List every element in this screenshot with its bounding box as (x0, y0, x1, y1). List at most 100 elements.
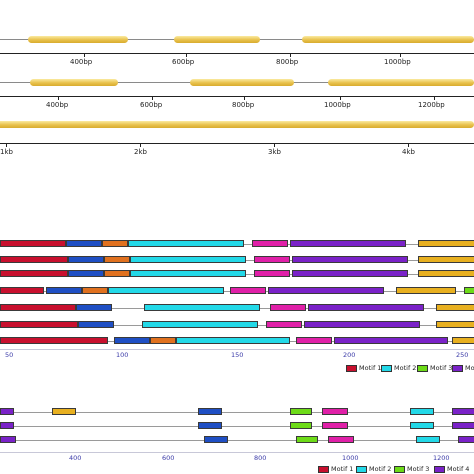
scale-tick (400, 53, 401, 57)
scale-tick (186, 53, 187, 57)
motif-box (82, 287, 108, 294)
motif-box (176, 337, 290, 344)
tick-label: 1000bp (384, 58, 411, 66)
tick-label: 1200 (433, 454, 450, 462)
scale-tick (290, 53, 291, 57)
motif-box (78, 321, 114, 328)
motif-box (130, 256, 246, 263)
scale-tick (244, 96, 245, 100)
tick-label: 800bp (232, 101, 255, 109)
motif-box (46, 287, 82, 294)
tick-label: 600bp (172, 58, 195, 66)
scale-tick (434, 96, 435, 100)
motif-box (76, 304, 112, 311)
motif-box (268, 287, 384, 294)
legend-label: Motif 4 (447, 465, 470, 473)
motif-box (458, 436, 474, 443)
motif-box (296, 436, 318, 443)
motif-box (0, 436, 16, 443)
motif-box (308, 304, 424, 311)
motif-box (322, 422, 348, 429)
motif-box (0, 270, 68, 277)
tick-label: 1200bp (418, 101, 445, 109)
scale-line (0, 143, 474, 144)
motif-box (416, 436, 440, 443)
tick-label: 1000 (342, 454, 359, 462)
legend-swatch-motif-1 (318, 466, 329, 473)
motif-box (128, 240, 244, 247)
exon-bar (30, 79, 118, 86)
motif-box (418, 240, 474, 247)
tick-label: 100 (116, 351, 129, 359)
motif-box (52, 408, 76, 415)
motif-box (452, 337, 474, 344)
motif-box (296, 337, 332, 344)
motif-box (66, 240, 102, 247)
motif-box (290, 408, 312, 415)
motif-axis (0, 349, 474, 350)
motif-box (0, 256, 68, 263)
motif-box (68, 270, 104, 277)
scale-tick (6, 143, 7, 147)
motif-box (254, 256, 290, 263)
tick-label: 150 (231, 351, 244, 359)
motif-axis (0, 452, 474, 453)
motif-box (130, 270, 246, 277)
tick-label: 400bp (46, 101, 69, 109)
scale-tick (140, 143, 141, 147)
exon-bar (0, 121, 474, 128)
motif-row-line (0, 412, 474, 413)
tick-label: 1000bp (324, 101, 351, 109)
motif-box (304, 321, 420, 328)
exon-bar (302, 36, 474, 43)
motif-box (142, 321, 258, 328)
motif-row-line (0, 440, 474, 441)
tick-label: 4kb (402, 148, 415, 156)
motif-box (102, 240, 128, 247)
legend-swatch-motif-2 (381, 365, 392, 372)
motif-box (396, 287, 456, 294)
scale-tick (274, 143, 275, 147)
motif-box (254, 270, 290, 277)
tick-label: 400bp (70, 58, 93, 66)
motif-box (198, 408, 222, 415)
tick-label: 3kb (268, 148, 281, 156)
motif-box (108, 287, 224, 294)
motif-box (252, 240, 288, 247)
legend-label: Motif 2 (369, 465, 392, 473)
exon-bar (28, 36, 128, 43)
motif-box (328, 436, 354, 443)
motif-box (464, 287, 474, 294)
legend-label: Motif 1 (331, 465, 354, 473)
legend-label: Motif 2 (394, 364, 417, 372)
legend-label: Motif 3 (430, 364, 453, 372)
motif-box (334, 337, 448, 344)
legend-swatch-motif-2 (356, 466, 367, 473)
tick-label: 400 (69, 454, 82, 462)
exon-bar (190, 79, 294, 86)
legend-label: Motif 3 (407, 465, 430, 473)
motif-box (410, 422, 434, 429)
motif-box (452, 422, 474, 429)
scale-tick (340, 96, 341, 100)
motif-box (0, 422, 14, 429)
exon-bar (328, 79, 474, 86)
motif-box (322, 408, 348, 415)
tick-label: 800 (254, 454, 267, 462)
motif-box (292, 256, 408, 263)
motif-box (0, 321, 78, 328)
motif-box (104, 256, 130, 263)
motif-box (436, 321, 474, 328)
tick-label: 250 (456, 351, 469, 359)
motif-box (114, 337, 150, 344)
legend-swatch-motif-3 (394, 466, 405, 473)
legend-label: Motif 4 (465, 364, 474, 372)
motif-box (290, 422, 312, 429)
scale-tick (152, 96, 153, 100)
motif-box (436, 304, 474, 311)
scale-tick (58, 96, 59, 100)
tick-label: 600bp (140, 101, 163, 109)
legend-swatch-motif-3 (417, 365, 428, 372)
legend-swatch-motif-1 (346, 365, 357, 372)
